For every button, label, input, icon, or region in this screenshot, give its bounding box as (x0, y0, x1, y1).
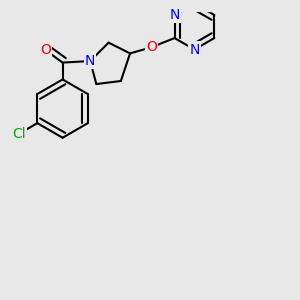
Text: O: O (146, 40, 157, 54)
Text: O: O (40, 43, 51, 57)
Text: N: N (169, 8, 180, 22)
Text: N: N (189, 43, 200, 57)
Text: N: N (85, 54, 95, 68)
Text: Cl: Cl (12, 127, 26, 141)
